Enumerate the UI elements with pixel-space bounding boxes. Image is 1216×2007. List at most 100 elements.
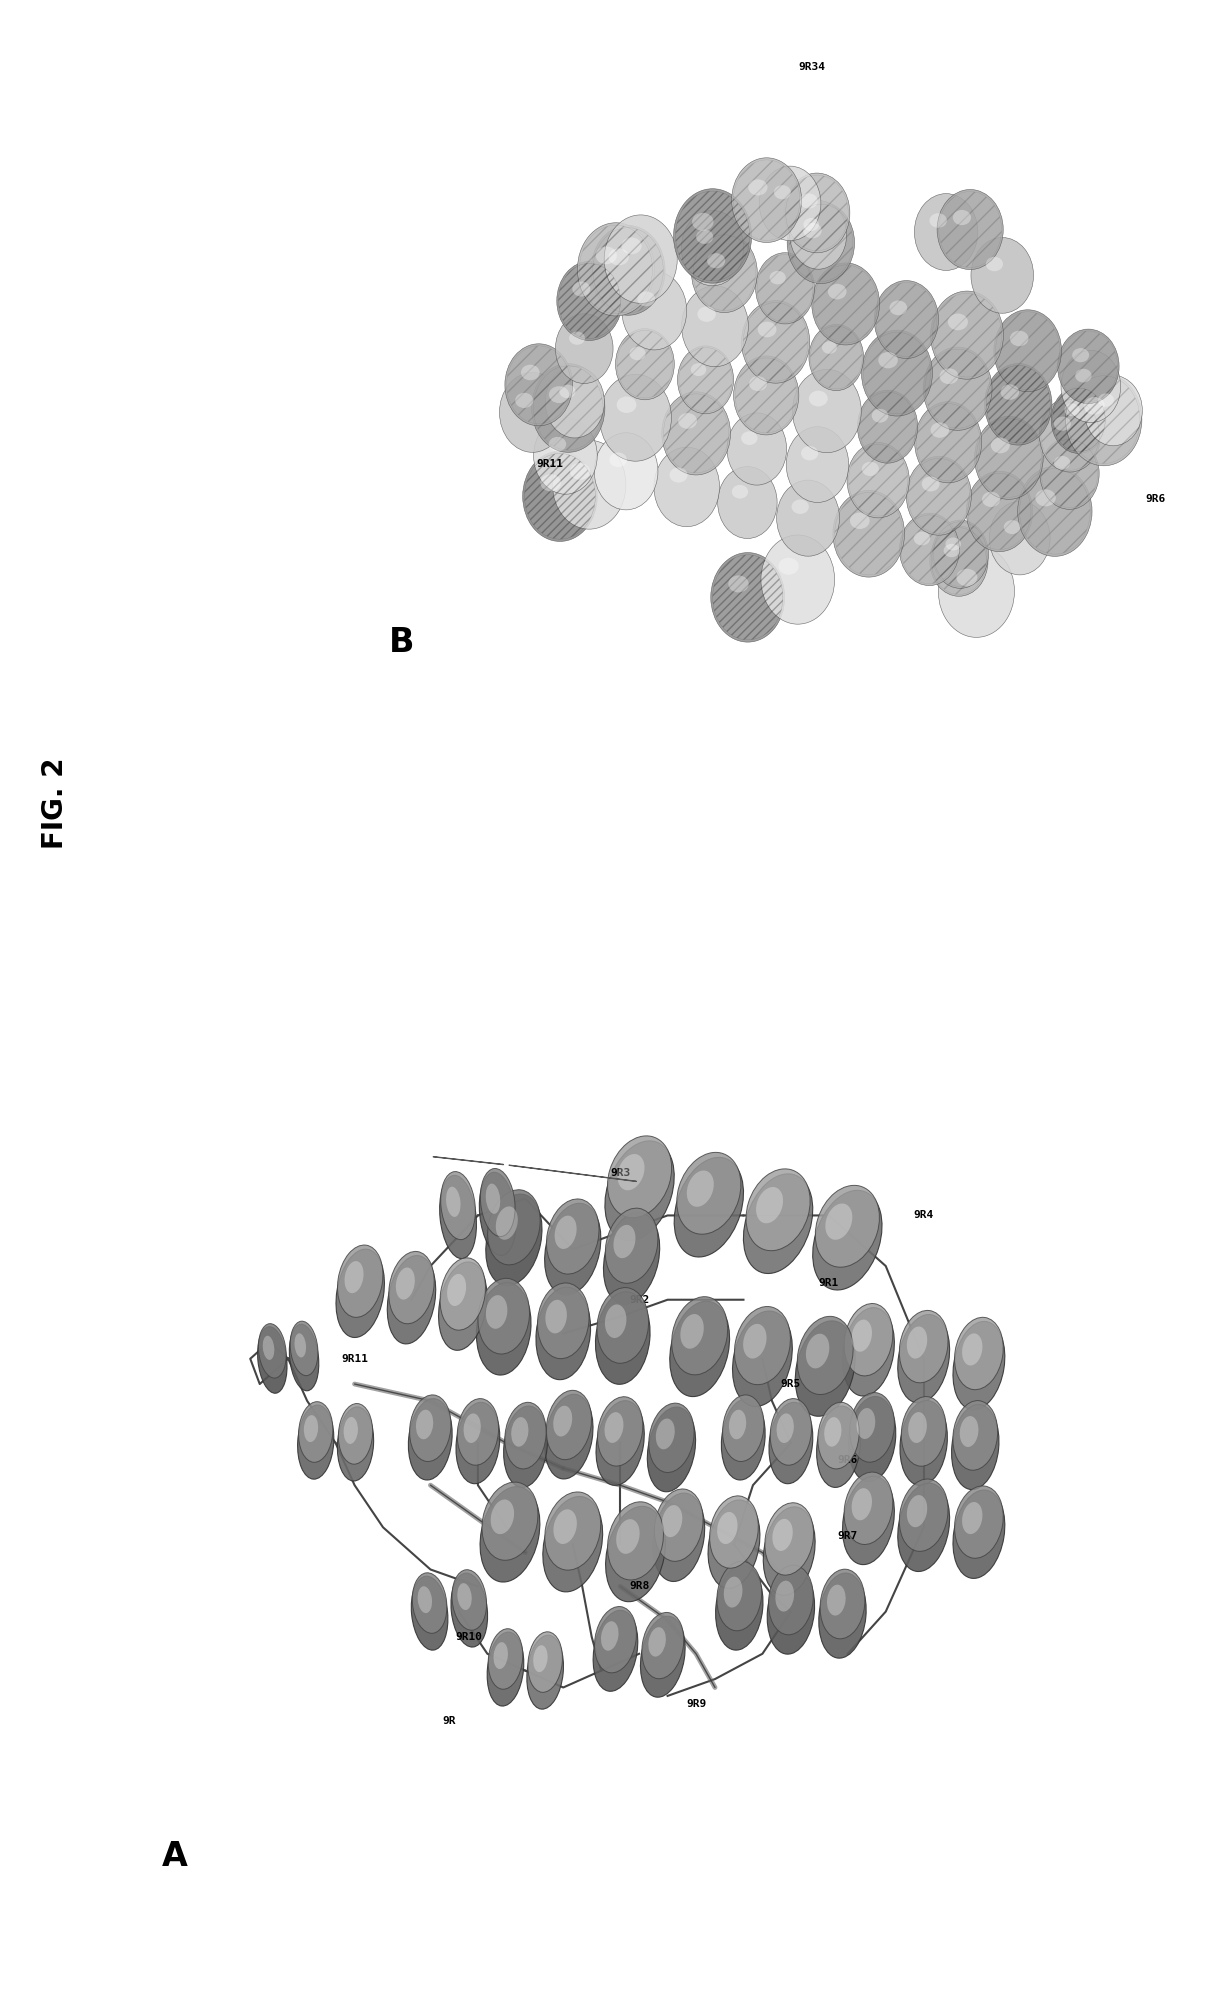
Ellipse shape [850, 512, 869, 530]
Ellipse shape [480, 1168, 516, 1236]
Ellipse shape [946, 538, 961, 550]
Circle shape [914, 401, 981, 484]
Ellipse shape [417, 1586, 432, 1614]
Ellipse shape [604, 1140, 674, 1240]
Ellipse shape [662, 1505, 682, 1537]
Ellipse shape [850, 1393, 895, 1463]
Ellipse shape [776, 1582, 794, 1612]
Ellipse shape [769, 1403, 812, 1483]
Ellipse shape [452, 1569, 486, 1630]
Ellipse shape [706, 253, 725, 269]
Ellipse shape [843, 1309, 895, 1397]
Ellipse shape [338, 1244, 383, 1317]
Circle shape [681, 211, 744, 285]
Ellipse shape [410, 1395, 451, 1461]
Ellipse shape [545, 1204, 601, 1295]
Circle shape [662, 391, 731, 476]
Circle shape [985, 363, 1052, 446]
Text: 9R2: 9R2 [629, 1295, 649, 1305]
Ellipse shape [955, 1485, 1003, 1557]
Ellipse shape [717, 1561, 761, 1632]
Circle shape [755, 253, 815, 323]
Ellipse shape [692, 213, 714, 231]
Circle shape [717, 466, 777, 538]
Ellipse shape [696, 229, 714, 245]
Circle shape [812, 263, 879, 345]
Circle shape [733, 355, 799, 436]
Circle shape [1085, 375, 1142, 446]
Ellipse shape [344, 1417, 358, 1443]
Text: 9R7: 9R7 [838, 1531, 858, 1541]
Circle shape [674, 189, 751, 283]
Ellipse shape [743, 1325, 766, 1359]
Circle shape [578, 223, 654, 315]
Ellipse shape [862, 462, 879, 476]
Circle shape [938, 189, 1003, 269]
Ellipse shape [387, 1256, 435, 1345]
Ellipse shape [608, 1501, 664, 1580]
Ellipse shape [569, 331, 585, 345]
Circle shape [857, 389, 918, 464]
Ellipse shape [747, 1168, 810, 1250]
Ellipse shape [843, 1477, 895, 1565]
Ellipse shape [548, 385, 569, 403]
Ellipse shape [537, 1282, 589, 1359]
Ellipse shape [681, 1315, 704, 1349]
Ellipse shape [647, 1407, 696, 1491]
Text: B: B [389, 626, 413, 658]
Circle shape [1062, 351, 1121, 423]
Ellipse shape [546, 1301, 567, 1333]
Ellipse shape [955, 1317, 1003, 1389]
Circle shape [790, 201, 846, 269]
Ellipse shape [440, 1176, 477, 1258]
Circle shape [906, 456, 972, 536]
Ellipse shape [617, 397, 636, 413]
Ellipse shape [728, 1409, 747, 1439]
Ellipse shape [299, 1401, 333, 1463]
Ellipse shape [457, 1584, 472, 1610]
Circle shape [615, 329, 675, 399]
Ellipse shape [412, 1573, 446, 1634]
Ellipse shape [806, 1335, 829, 1369]
Ellipse shape [944, 544, 959, 558]
Ellipse shape [618, 1154, 644, 1190]
Ellipse shape [824, 1417, 841, 1447]
Ellipse shape [482, 1481, 537, 1559]
Ellipse shape [851, 1319, 872, 1353]
Ellipse shape [486, 1295, 507, 1329]
Ellipse shape [708, 1499, 760, 1588]
Ellipse shape [396, 1268, 415, 1301]
Ellipse shape [621, 237, 642, 255]
Ellipse shape [758, 321, 777, 337]
Circle shape [931, 520, 989, 588]
Ellipse shape [856, 1409, 876, 1439]
Ellipse shape [642, 1612, 683, 1678]
Ellipse shape [595, 1606, 636, 1674]
Ellipse shape [546, 1391, 591, 1459]
Ellipse shape [488, 1630, 523, 1690]
Ellipse shape [772, 1519, 793, 1551]
Ellipse shape [717, 1511, 738, 1543]
Circle shape [552, 440, 626, 530]
Circle shape [654, 448, 720, 526]
Ellipse shape [820, 1569, 865, 1640]
Circle shape [1040, 438, 1099, 510]
Circle shape [534, 417, 597, 494]
Ellipse shape [1054, 417, 1071, 432]
Circle shape [974, 415, 1043, 500]
Ellipse shape [959, 1417, 979, 1447]
Text: 9R4: 9R4 [913, 1210, 934, 1220]
Ellipse shape [849, 1397, 896, 1481]
Ellipse shape [554, 1216, 576, 1248]
Circle shape [874, 281, 939, 359]
Ellipse shape [439, 1262, 486, 1351]
Ellipse shape [897, 1483, 950, 1571]
Ellipse shape [389, 1252, 434, 1325]
Ellipse shape [1003, 520, 1020, 534]
Ellipse shape [907, 1495, 928, 1527]
Circle shape [682, 285, 748, 367]
Ellipse shape [528, 1632, 563, 1692]
Ellipse shape [818, 1403, 860, 1469]
Circle shape [523, 452, 597, 542]
Ellipse shape [304, 1415, 319, 1443]
